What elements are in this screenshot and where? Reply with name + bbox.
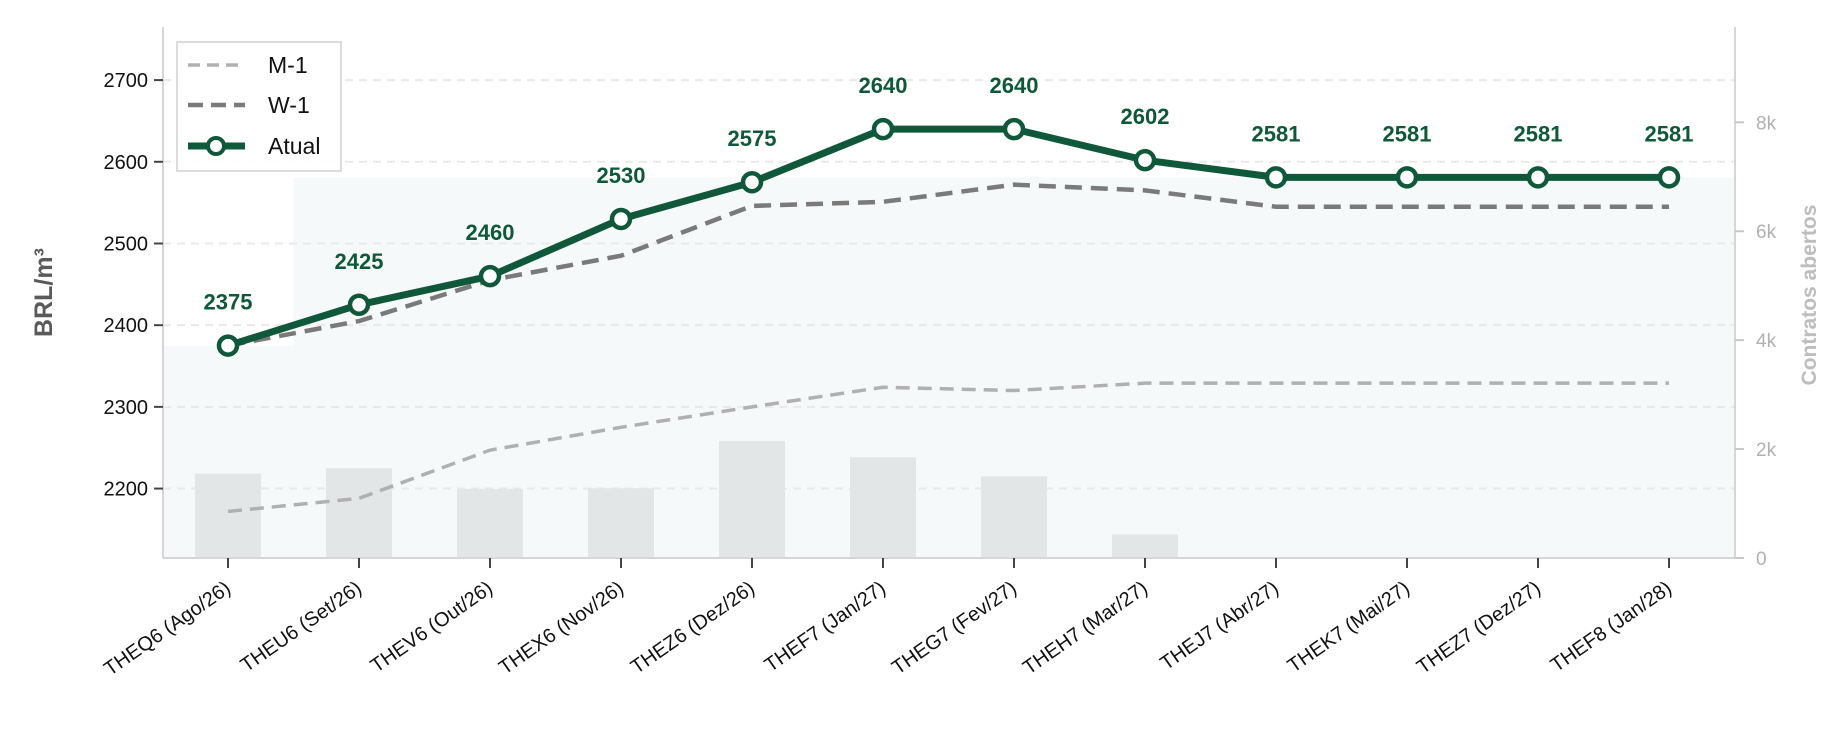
open-interest-bar: [719, 440, 785, 558]
series-atual-line: [226, 125, 1669, 349]
data-labels-layer: 2375 2425 2460 2530 2575 2640 2640 2602 2581 2581…: [204, 73, 1694, 314]
open-interest-bar: [195, 473, 261, 558]
series-atual-point: [478, 264, 502, 288]
y-tick-label: 2200: [104, 479, 149, 501]
series-atual-point: [1264, 166, 1288, 189]
data-label: 2581: [1252, 121, 1301, 146]
y-tick-label: 2300: [104, 397, 149, 419]
data-label: 2602: [1121, 104, 1170, 129]
x-tick-label: THEZ6 (Dez/26): [627, 577, 759, 679]
x-tick-label: THEZ7 (Dez/27): [1413, 577, 1545, 679]
series-m1-line: [227, 381, 1669, 514]
shaded-band: [163, 177, 1735, 558]
data-label: 2530: [597, 163, 646, 188]
series-atual-point: [740, 170, 764, 194]
y2-tick-label: 6k: [1756, 222, 1777, 243]
x-tick-label: THEK7 (Mai/27): [1284, 577, 1414, 677]
legend-atual-label: Atual: [268, 133, 320, 159]
open-interest-bar: [326, 468, 392, 558]
y2-tick-label: 8k: [1756, 113, 1777, 134]
data-label: 2581: [1514, 121, 1563, 146]
data-label: 2575: [728, 126, 777, 151]
x-tick-label: THEV6 (Out/26): [367, 577, 497, 677]
data-label: 2425: [335, 249, 384, 274]
series-atual-point: [609, 207, 633, 231]
legend-w1-label: W-1: [268, 92, 310, 118]
y-tick-label: 2600: [104, 152, 149, 174]
open-interest-bar: [1112, 534, 1178, 558]
y-tick-label: 2500: [104, 233, 149, 255]
series-layer: [216, 117, 1681, 514]
data-label: 2460: [466, 220, 515, 245]
open-interest-bars: [195, 440, 1178, 558]
series-atual-point: [1526, 166, 1550, 189]
series-atual-point: [347, 293, 371, 317]
series-atual-point: [1002, 117, 1026, 141]
x-tick-label: THEF7 (Jan/27): [761, 577, 890, 677]
legend: M-1 W-1 Atual: [176, 41, 342, 172]
x-tick-label: THEF8 (Jan/28): [1547, 577, 1676, 677]
legend-m1-label: M-1: [268, 52, 308, 78]
open-interest-bar: [457, 488, 523, 558]
data-label: 2581: [1383, 121, 1432, 146]
open-interest-bar: [981, 476, 1047, 558]
grid-layer: [163, 79, 1735, 490]
x-tick-label: THEH7 (Mar/27): [1019, 577, 1152, 679]
x-tick-label: THEQ6 (Ago/26): [100, 577, 235, 680]
data-label: 2640: [990, 73, 1039, 98]
x-tick-label: THEX6 (Nov/26): [495, 577, 628, 679]
open-interest-bar: [588, 488, 654, 558]
series-atual-point: [216, 334, 240, 357]
y-axis-title: BRL/m³: [30, 248, 58, 337]
y2-tick-label: 2k: [1756, 440, 1777, 461]
series-atual-point: [1657, 166, 1681, 189]
series-atual-point: [871, 117, 895, 141]
data-label: 2581: [1645, 121, 1694, 146]
x-tick-label: THEG7 (Fev/27): [888, 577, 1021, 679]
y-tick-label: 2700: [104, 70, 149, 92]
data-label: 2375: [204, 290, 253, 315]
open-interest-bar: [850, 457, 916, 558]
series-w1-line: [227, 182, 1669, 348]
series-atual-point: [1133, 148, 1157, 172]
y2-tick-label: 4k: [1756, 331, 1777, 352]
y-tick-label: 2400: [104, 315, 149, 337]
y2-axis-title: Contratos abertos: [1798, 205, 1821, 386]
legend-atual-marker: [206, 136, 226, 156]
data-label: 2640: [859, 73, 908, 98]
series-atual-point: [1395, 166, 1419, 189]
x-tick-label: THEJ7 (Abr/27): [1156, 577, 1282, 675]
y2-tick-label: 0: [1756, 549, 1767, 570]
x-tick-label: THEU6 (Set/26): [237, 577, 366, 677]
shaded-band-layer: [163, 177, 1735, 558]
